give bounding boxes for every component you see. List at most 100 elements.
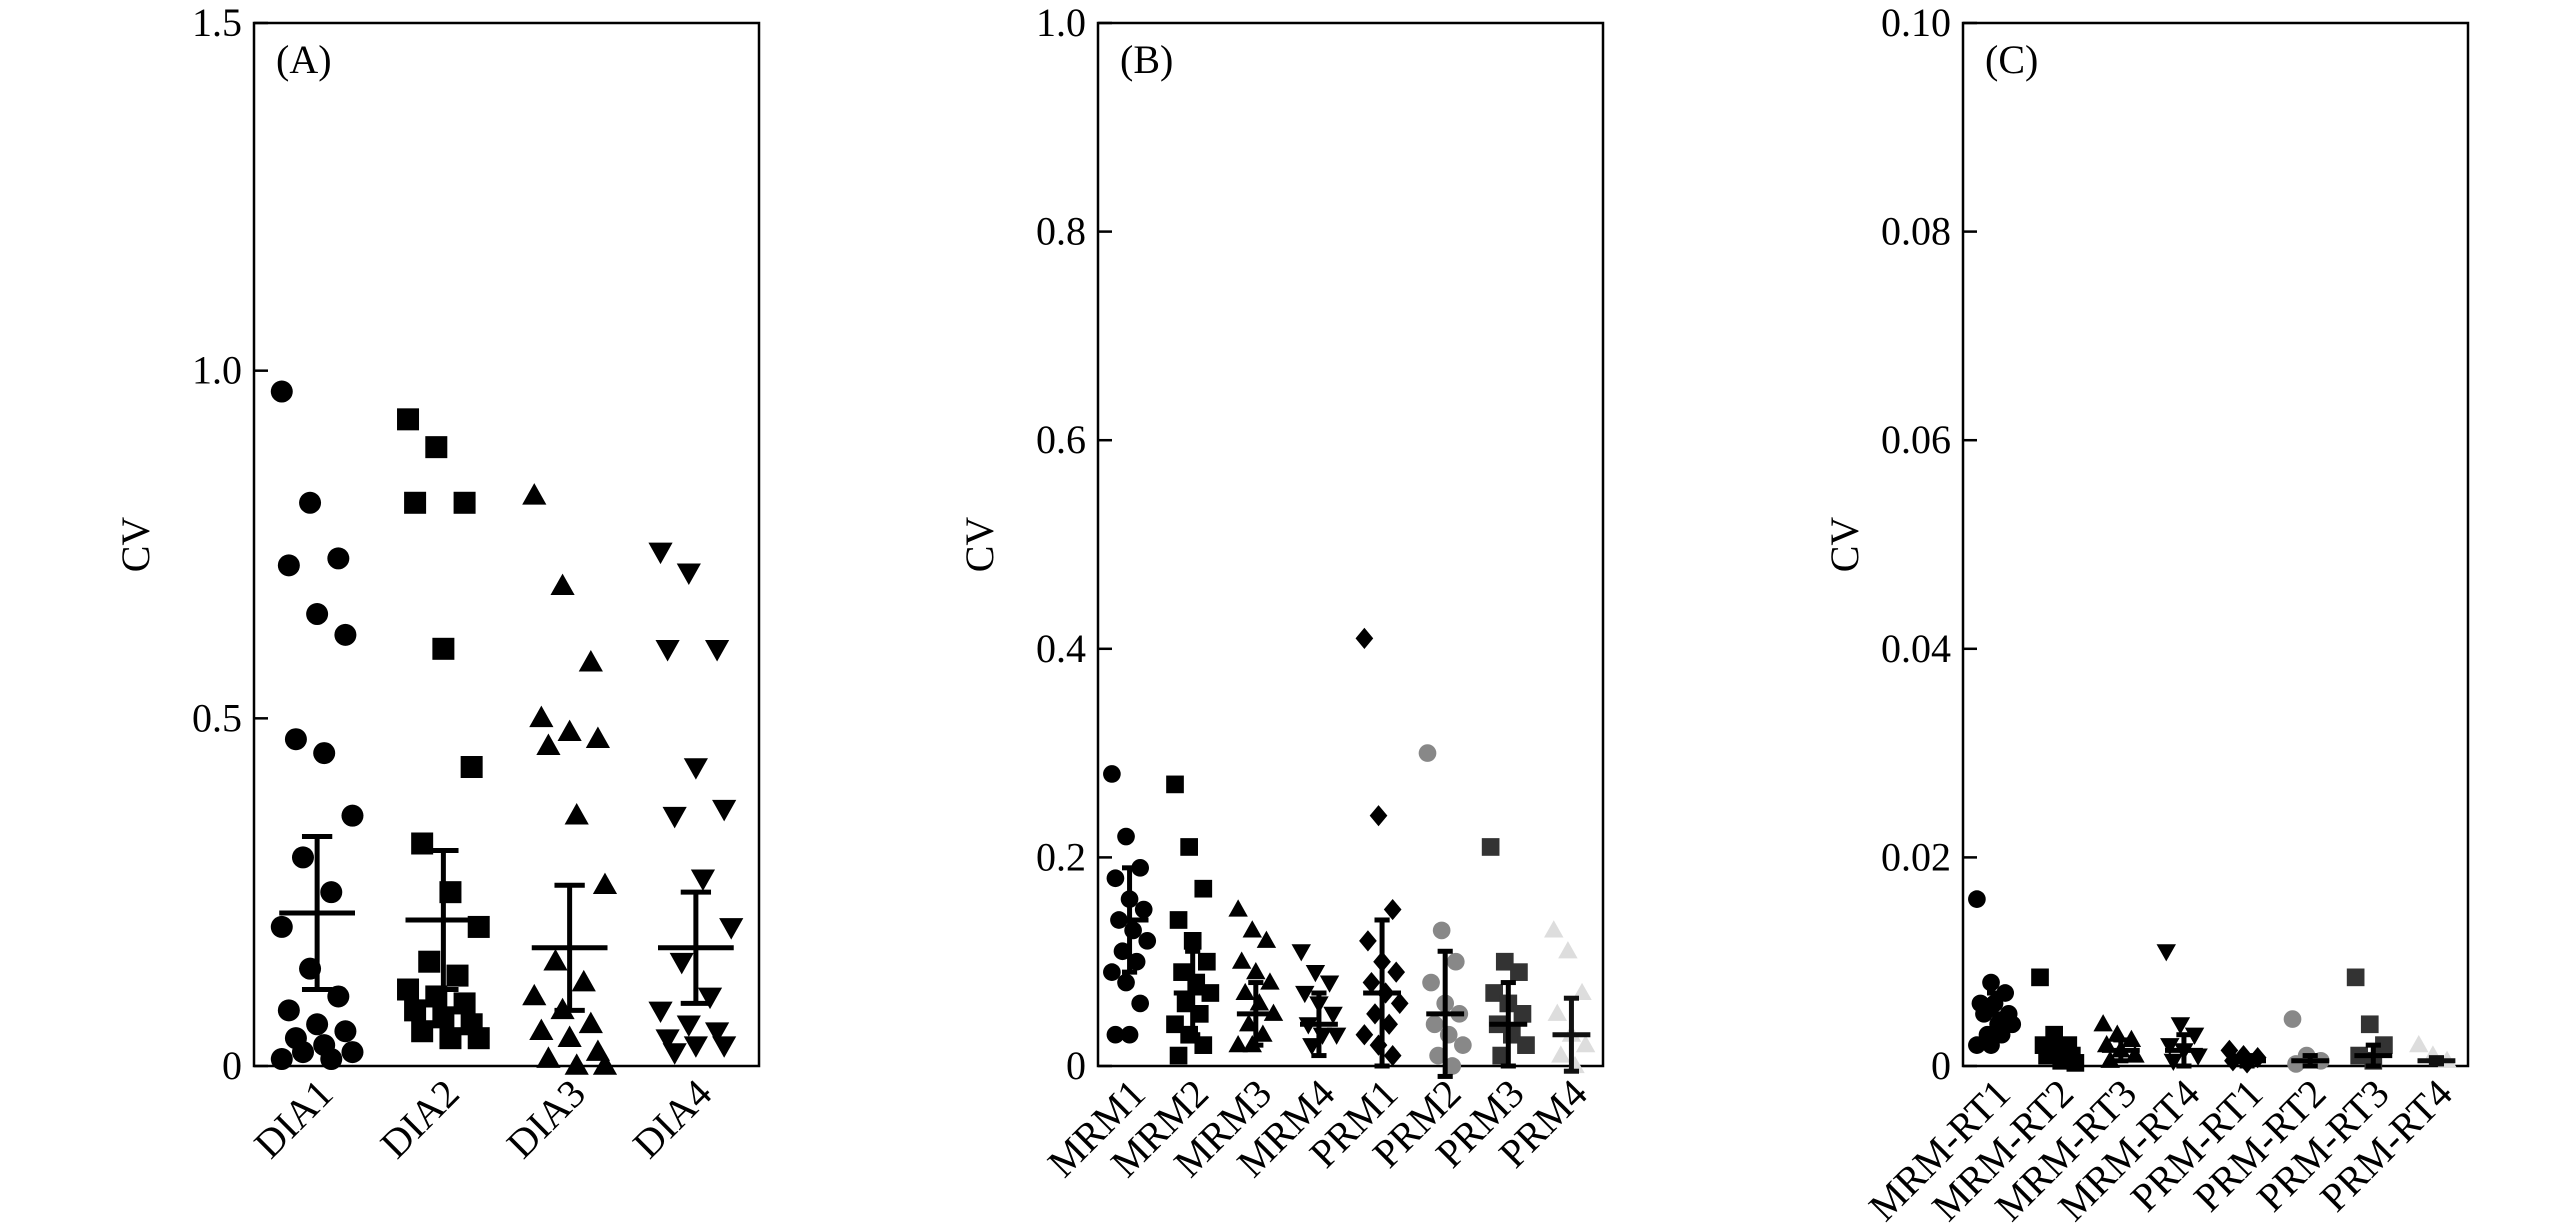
point bbox=[1169, 911, 1188, 929]
point bbox=[327, 547, 350, 570]
point bbox=[2066, 1054, 2085, 1072]
point bbox=[536, 1046, 561, 1068]
point bbox=[2031, 968, 2049, 987]
point bbox=[1180, 838, 1198, 856]
point bbox=[2170, 1017, 2191, 1035]
panel-label: (B) bbox=[1120, 37, 1173, 82]
point bbox=[1544, 920, 1564, 938]
point bbox=[719, 918, 744, 940]
point bbox=[522, 983, 547, 1006]
point bbox=[2346, 968, 2365, 987]
point bbox=[1197, 952, 1216, 971]
point bbox=[320, 1048, 343, 1071]
point bbox=[306, 1013, 329, 1036]
point bbox=[1575, 1034, 1596, 1053]
y-tick-label: 0 bbox=[1931, 1043, 1951, 1088]
point bbox=[1355, 627, 1374, 649]
point bbox=[683, 1036, 708, 1058]
y-tick-label: 1.0 bbox=[1036, 0, 1086, 45]
point bbox=[320, 881, 343, 904]
point bbox=[1422, 973, 1440, 992]
point bbox=[1169, 1046, 1188, 1065]
point bbox=[2220, 1039, 2239, 1061]
point bbox=[432, 637, 455, 660]
point bbox=[2375, 1036, 2393, 1054]
point bbox=[1166, 1015, 1184, 1034]
point bbox=[1231, 951, 1252, 969]
point bbox=[1113, 942, 1132, 961]
point bbox=[1260, 972, 1280, 990]
point bbox=[1429, 1046, 1447, 1065]
point bbox=[2163, 1053, 2184, 1071]
point bbox=[655, 1029, 680, 1051]
point bbox=[313, 742, 336, 765]
y-tick-label: 0.4 bbox=[1036, 626, 1086, 671]
point bbox=[1194, 1036, 1213, 1054]
point bbox=[1558, 941, 1578, 959]
point bbox=[1138, 932, 1157, 950]
point bbox=[270, 915, 293, 938]
point bbox=[291, 846, 314, 869]
point bbox=[1355, 1024, 1374, 1046]
point bbox=[291, 1041, 314, 1064]
y-tick-label: 0 bbox=[222, 1043, 242, 1088]
point bbox=[1380, 1013, 1398, 1035]
point bbox=[1295, 985, 1315, 1004]
point bbox=[1305, 965, 1326, 983]
panel-label: (A) bbox=[276, 37, 332, 82]
point bbox=[1173, 963, 1191, 981]
point bbox=[557, 1025, 582, 1047]
plot-frame bbox=[252, 21, 761, 1068]
point bbox=[1326, 1027, 1347, 1045]
point bbox=[334, 623, 357, 646]
point bbox=[1131, 858, 1150, 877]
point bbox=[1982, 1036, 2000, 1054]
point bbox=[683, 758, 708, 780]
point bbox=[1235, 982, 1255, 1001]
point bbox=[1228, 1034, 1248, 1053]
point bbox=[2409, 1034, 2429, 1053]
point bbox=[704, 640, 730, 662]
point bbox=[1517, 1036, 1535, 1054]
point bbox=[1369, 805, 1388, 827]
point bbox=[1425, 1015, 1444, 1034]
point bbox=[1492, 1046, 1511, 1065]
point bbox=[1968, 890, 1986, 908]
point bbox=[1439, 1025, 1458, 1044]
point bbox=[432, 1006, 455, 1029]
point bbox=[550, 573, 575, 596]
point bbox=[327, 985, 350, 1008]
point bbox=[1176, 994, 1195, 1013]
x-tick-label: DIA4 bbox=[624, 1071, 720, 1167]
point bbox=[1547, 1003, 1568, 1021]
point bbox=[1117, 973, 1135, 992]
point bbox=[1127, 952, 1146, 971]
point bbox=[1982, 973, 2000, 992]
plot-frame bbox=[1961, 21, 2470, 1068]
point bbox=[1446, 952, 1465, 971]
point bbox=[1291, 944, 1311, 962]
point bbox=[284, 728, 307, 751]
point bbox=[277, 554, 300, 577]
point bbox=[1551, 1045, 1571, 1063]
point bbox=[564, 803, 589, 825]
point bbox=[1124, 921, 1142, 940]
point bbox=[578, 1011, 603, 1034]
point bbox=[662, 1043, 687, 1065]
point bbox=[277, 999, 300, 1022]
point bbox=[1359, 930, 1377, 952]
point bbox=[439, 1027, 462, 1050]
point bbox=[697, 987, 723, 1010]
point bbox=[2283, 1010, 2302, 1028]
point bbox=[1362, 971, 1381, 994]
point bbox=[397, 978, 420, 1001]
point bbox=[453, 992, 476, 1015]
point bbox=[1485, 984, 1504, 1002]
point bbox=[341, 1041, 364, 1064]
point bbox=[592, 872, 618, 895]
point bbox=[690, 869, 716, 891]
point bbox=[1383, 898, 1402, 921]
point bbox=[2156, 944, 2176, 962]
point bbox=[1390, 992, 1409, 1015]
point bbox=[425, 436, 448, 459]
